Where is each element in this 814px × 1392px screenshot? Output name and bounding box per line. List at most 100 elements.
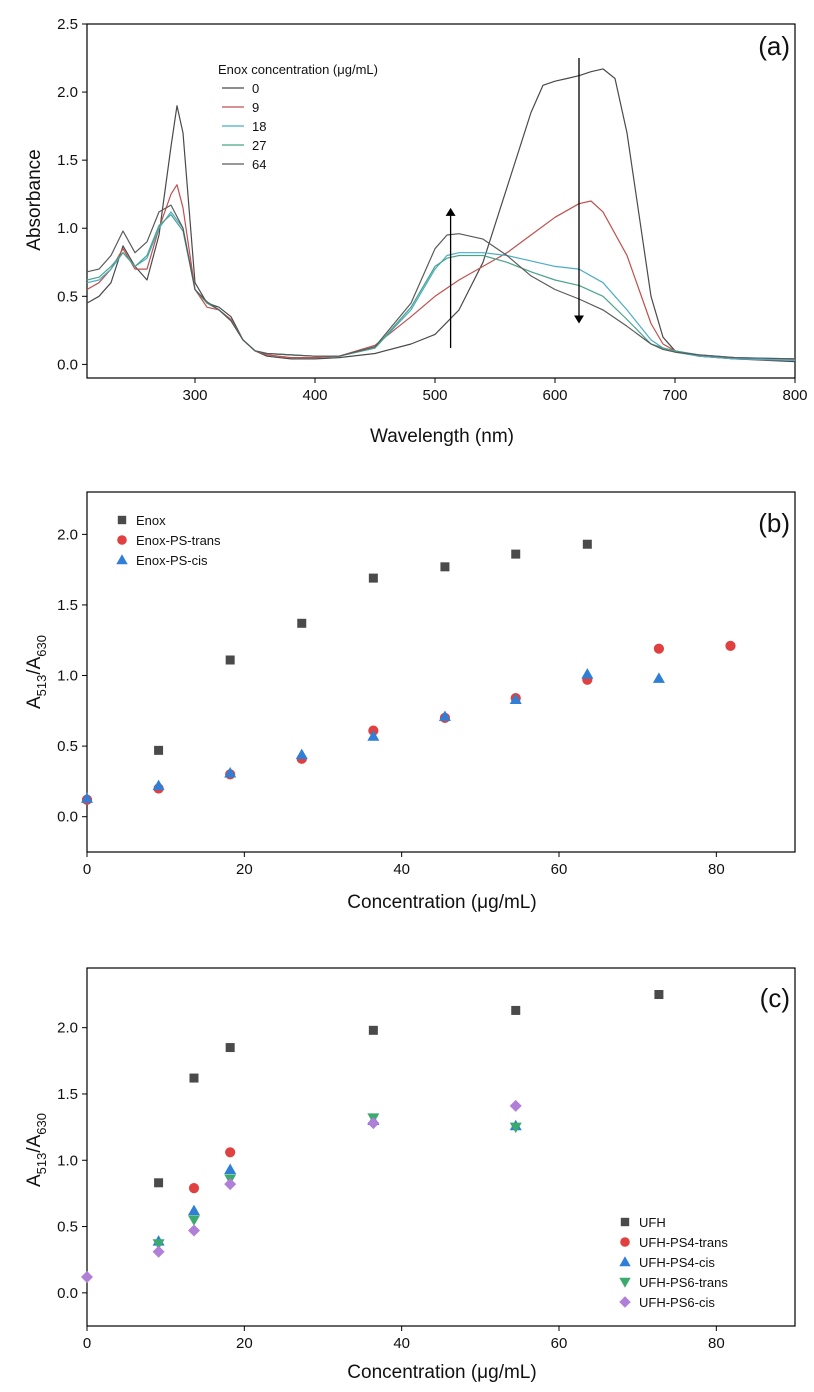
data-point [154,745,164,755]
series-line [86,211,796,361]
data-point [511,1005,521,1015]
plot-area: 0 20 40 60 80 0.0 0.5 1.0 1.5 2.0 Enox Enox-PS-tran… [57,491,796,878]
chart-panel-a: 300 400 500 600 700 800 0.0 0.5 1.0 1.5 2.0 2.5 0 9 18… [24,16,808,447]
y-axis-title-sub1: 513 [34,675,49,697]
y-axis-title-sep: /A [24,1134,45,1152]
y-axis-title-main: A [24,696,45,709]
x-tick-label: 20 [236,1335,253,1352]
data-point [187,1215,200,1226]
data-point [368,573,378,583]
y-tick-label: 1.5 [57,152,78,169]
y-axis-title-sep: /A [24,656,45,674]
x-tick-label: 40 [393,861,410,878]
data-point [152,779,165,791]
x-tick-label: 600 [542,387,567,404]
data-point [368,1025,378,1035]
data-point [225,655,235,665]
data-point [152,1245,165,1258]
x-tick-label: 20 [236,861,253,878]
legend-label: 9 [252,100,259,115]
panel-label: (c) [760,983,790,1013]
x-tick-label: 800 [782,387,807,404]
panel-label: (b) [758,508,790,538]
y-tick-label: 1.0 [57,1152,78,1169]
y-axis-title-sub1: 513 [34,1153,49,1175]
data-point [582,539,592,549]
y-axis-title: Absorbance [24,149,45,250]
y-tick-label: 2.5 [57,16,78,33]
plot-frame [86,23,796,379]
legend-marker [117,515,127,525]
legend-label: UFH [639,1215,666,1230]
chart-panel-b: 0 20 40 60 80 0.0 0.5 1.0 1.5 2.0 Enox Enox-PS-tran… [24,491,796,913]
data-point [224,766,237,778]
x-tick-label: 700 [662,387,687,404]
y-tick-label: 0.5 [57,1219,78,1236]
series-line [86,68,796,363]
y-tick-label: 2.0 [57,1020,78,1037]
data-point [81,1270,93,1283]
y-tick-label: 1.0 [57,220,78,237]
plot-area: 300 400 500 600 700 800 0.0 0.5 1.0 1.5 2.0 2.5 0 9 18… [57,16,807,404]
legend-label: UFH-PS6-cis [639,1295,715,1310]
data-point [297,618,307,628]
x-axis-title: Concentration (μg/mL) [347,1362,536,1383]
data-point [654,990,664,1000]
y-tick-label: 2.0 [57,84,78,101]
data-point [225,1043,235,1053]
y-axis-title: A513/A630 [24,635,49,709]
data-point [225,1147,236,1158]
legend-label: UFH-PS4-trans [639,1235,728,1250]
legend-marker [117,535,127,545]
legend-title: Enox concentration (μg/mL) [218,62,378,77]
y-tick-label: 2.0 [57,526,78,543]
data-point [440,562,450,572]
x-tick-label: 60 [551,1335,568,1352]
y-tick-label: 0.5 [57,288,78,305]
x-axis-title: Concentration (μg/mL) [347,892,536,913]
legend-label: 27 [252,138,266,153]
legend-label: UFH-PS6-trans [639,1275,728,1290]
y-tick-label: 0.5 [57,738,78,755]
x-tick-label: 300 [182,387,207,404]
x-tick-label: 500 [422,387,447,404]
data-point [154,1178,164,1188]
x-tick-label: 60 [551,861,568,878]
data-point [509,1099,522,1112]
data-point [367,730,380,741]
plot-area: 0 20 40 60 80 0.0 0.5 1.0 1.5 2.0 UFH UFH-PS4-trans… [57,967,796,1352]
y-tick-label: 1.0 [57,668,78,685]
legend-marker [619,1296,631,1308]
data-point [438,710,451,721]
legend-label: Enox [136,513,166,528]
legend-label: Enox-PS-cis [136,553,208,568]
legend-label: UFH-PS4-cis [639,1255,715,1270]
y-tick-label: 0.0 [57,356,78,373]
legend-marker [619,1277,631,1288]
data-point [509,1122,522,1134]
data-point [152,1239,165,1250]
legend-marker [116,554,128,565]
x-tick-label: 80 [708,1335,725,1352]
data-point [653,643,665,654]
data-point [367,1117,380,1130]
data-point [652,672,665,683]
x-tick-label: 40 [393,1335,410,1352]
y-axis-title-sub2: 630 [34,635,49,657]
chart-panel-c: 0 20 40 60 80 0.0 0.5 1.0 1.5 2.0 UFH UFH-PS4-trans… [24,967,796,1383]
y-axis-title-sub2: 630 [34,1113,49,1135]
legend-marker [620,1237,630,1247]
data-point [189,1073,199,1083]
data-point [187,1224,200,1237]
series-line [86,184,796,361]
legend-label: 0 [252,81,259,96]
legend-label: 18 [252,119,266,134]
data-point [187,1204,200,1216]
plot-frame [86,967,796,1327]
plot-frame [86,491,796,853]
x-tick-label: 80 [708,861,725,878]
legend-label: Enox-PS-trans [136,533,221,548]
series-line [86,204,796,360]
x-tick-label: 0 [83,861,91,878]
